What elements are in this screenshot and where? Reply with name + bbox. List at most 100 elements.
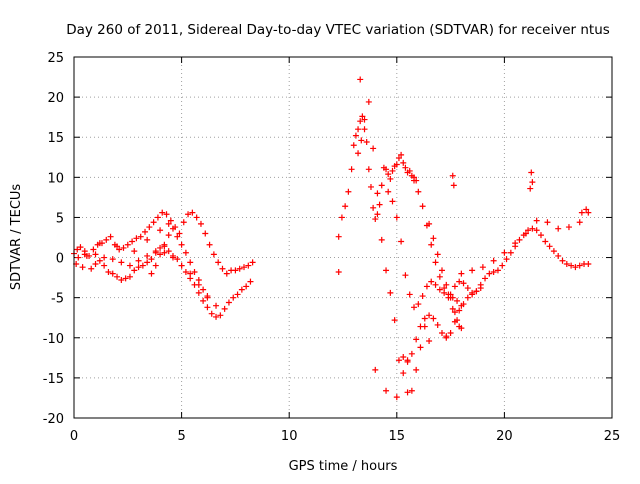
data-point (96, 240, 103, 247)
data-point (525, 227, 532, 234)
data-point (105, 268, 112, 275)
data-point (383, 387, 390, 394)
data-point (559, 257, 566, 264)
data-point (370, 145, 377, 152)
y-tick-label: 0 (56, 252, 64, 267)
data-point (213, 302, 220, 309)
data-point (206, 241, 213, 248)
data-point (542, 238, 549, 245)
data-point (90, 246, 97, 253)
data-point (350, 142, 357, 149)
data-point (185, 211, 192, 218)
data-point (75, 254, 82, 261)
data-point (449, 172, 456, 179)
data-point (200, 297, 207, 304)
data-point (92, 251, 99, 258)
data-point (365, 98, 372, 105)
data-point (221, 305, 228, 312)
data-point (490, 257, 497, 264)
data-point (507, 249, 514, 256)
y-tick-label: 10 (47, 171, 64, 186)
data-point (393, 394, 400, 401)
data-point (421, 315, 428, 322)
data-point (358, 137, 365, 144)
data-point (182, 249, 189, 256)
data-point (144, 252, 151, 259)
data-point (109, 256, 116, 263)
data-point (142, 228, 149, 235)
data-point (133, 235, 140, 242)
data-point (458, 270, 465, 277)
data-point (393, 161, 400, 168)
data-point (88, 265, 95, 272)
data-point (438, 267, 445, 274)
data-point (555, 225, 562, 232)
data-point (417, 344, 424, 351)
data-point (529, 225, 536, 232)
y-tick-label: 20 (47, 91, 64, 106)
data-point (148, 270, 155, 277)
data-point (348, 166, 355, 173)
data-point (436, 286, 443, 293)
data-point (83, 252, 90, 259)
data-point (144, 259, 151, 266)
data-point (395, 155, 402, 162)
data-point (583, 206, 590, 213)
data-point (568, 262, 575, 269)
x-tick-label: 25 (604, 429, 621, 444)
data-point (533, 227, 540, 234)
data-point (456, 278, 463, 285)
data-point (109, 270, 116, 277)
data-point (363, 139, 370, 146)
data-point (107, 233, 114, 240)
data-point (197, 220, 204, 227)
data-point (232, 267, 239, 274)
data-point (367, 183, 374, 190)
data-point (355, 150, 362, 157)
data-point (387, 289, 394, 296)
data-point (213, 313, 220, 320)
data-point (163, 211, 170, 218)
y-tick-label: -10 (43, 332, 64, 347)
data-point (161, 249, 168, 256)
data-point (447, 329, 454, 336)
data-point (195, 277, 202, 284)
data-point (146, 224, 153, 231)
data-point (393, 214, 400, 221)
data-point (148, 256, 155, 263)
data-point (365, 166, 372, 173)
data-point (494, 267, 501, 274)
data-point (345, 188, 352, 195)
data-point (357, 118, 364, 125)
data-point (572, 264, 579, 271)
data-point (182, 268, 189, 275)
data-point (210, 251, 217, 258)
data-point (101, 254, 108, 261)
data-point (223, 270, 230, 277)
data-point (150, 219, 157, 226)
x-axis-label: GPS time / hours (289, 459, 398, 474)
data-point (527, 185, 534, 192)
data-point (443, 281, 450, 288)
data-point (359, 113, 366, 120)
data-point (387, 175, 394, 182)
data-point (428, 278, 435, 285)
data-point (118, 277, 125, 284)
data-point (77, 244, 84, 251)
data-point (79, 264, 86, 271)
data-point (419, 203, 426, 210)
data-point (449, 305, 456, 312)
data-point (428, 241, 435, 248)
data-point (219, 265, 226, 272)
data-point (200, 286, 207, 293)
data-point (451, 283, 458, 290)
data-point (482, 275, 489, 282)
data-point (516, 236, 523, 243)
data-point (501, 249, 508, 256)
data-point (139, 262, 146, 269)
y-tick-label: -20 (43, 412, 64, 427)
data-point (537, 232, 544, 239)
data-point (122, 275, 129, 282)
data-point (202, 230, 209, 237)
data-point (389, 198, 396, 205)
